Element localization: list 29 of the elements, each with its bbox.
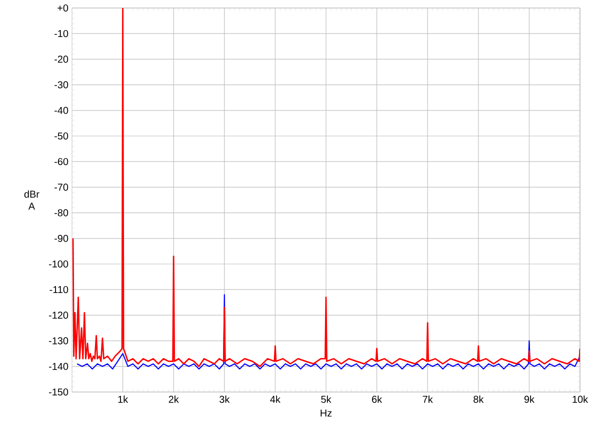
y-tick-label: -80 — [54, 209, 68, 216]
y-tick-label: -90 — [54, 234, 68, 242]
y-tick-label: -30 — [54, 81, 68, 88]
x-tick-label: 1k — [118, 396, 128, 403]
x-tick-label: 7k — [422, 396, 433, 403]
y-tick-label: -20 — [54, 56, 68, 63]
y-tick-label: -60 — [54, 158, 68, 166]
y-tick-label: -150 — [48, 388, 68, 396]
y-tick-label: -70 — [54, 184, 68, 191]
x-tick-label: 4k — [270, 396, 280, 403]
x-tick-label: 2k — [168, 396, 179, 403]
y-tick-label: -10 — [54, 30, 68, 38]
x-tick-label: 9k — [524, 396, 534, 403]
y-tick-label: -50 — [54, 132, 68, 140]
y-tick-label: -120 — [48, 312, 68, 319]
y-tick-label: -110 — [50, 286, 68, 294]
y-tick-label: -100 — [48, 260, 68, 268]
x-tick-label: 8k — [474, 396, 484, 403]
x-tick-label: 3k — [220, 396, 230, 403]
y-tick-label: -130 — [48, 337, 68, 344]
x-tick-label: 10k — [572, 396, 588, 403]
y-tick-label: -140 — [48, 362, 68, 370]
y-tick-label: -40 — [54, 106, 68, 114]
y-axis-title: dBr A — [24, 190, 40, 210]
y-tick-label: +0 — [58, 4, 68, 12]
x-tick-label: 5k — [321, 396, 332, 403]
x-axis-title: Hz — [320, 410, 332, 417]
line-series — [72, 8, 580, 368]
x-tick-label: 6k — [372, 396, 382, 403]
